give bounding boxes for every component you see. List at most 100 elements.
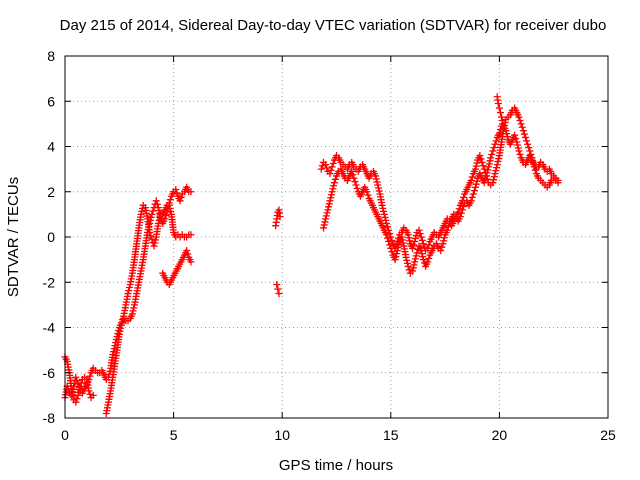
data-point xyxy=(424,258,432,266)
trace-marker xyxy=(320,221,328,229)
data-point xyxy=(472,183,480,191)
data-point xyxy=(161,215,169,223)
y-tick-label: -8 xyxy=(43,410,56,426)
trace-marker xyxy=(173,189,181,197)
data-point xyxy=(469,190,477,198)
x-tick-label: 25 xyxy=(600,427,616,443)
data-point xyxy=(89,391,97,399)
trace-marker xyxy=(394,244,402,252)
data-point xyxy=(411,258,419,266)
trace-marker xyxy=(470,187,478,195)
data-point xyxy=(393,247,401,255)
trace-marker xyxy=(523,137,531,145)
trace-marker xyxy=(410,241,418,249)
trace-marker xyxy=(392,253,400,261)
data-point xyxy=(493,161,501,169)
trace-marker xyxy=(494,158,502,166)
trace-marker xyxy=(184,250,192,258)
trace-marker xyxy=(321,218,329,226)
trace-marker xyxy=(73,377,81,385)
trace-marker xyxy=(412,231,420,239)
trace-marker xyxy=(386,241,394,249)
data-point xyxy=(491,170,499,178)
trace-marker xyxy=(518,123,526,131)
data-point xyxy=(144,228,152,236)
data-point xyxy=(163,208,171,216)
trace-marker xyxy=(327,194,335,202)
trace-marker xyxy=(496,126,504,134)
data-point xyxy=(72,373,80,381)
trace-marker xyxy=(145,222,153,230)
trace-marker xyxy=(486,157,494,165)
y-tick-label: -4 xyxy=(43,320,56,336)
y-tick-label: 6 xyxy=(47,93,55,109)
data-point xyxy=(378,201,386,209)
trace-marker xyxy=(473,159,481,167)
trace-marker xyxy=(167,207,175,215)
x-tick-label: 10 xyxy=(274,427,290,443)
trace-marker xyxy=(477,155,485,163)
trace-marker xyxy=(117,324,125,332)
data-point xyxy=(476,152,484,160)
trace-marker xyxy=(438,243,446,251)
data-point xyxy=(443,226,451,234)
data-point xyxy=(363,188,371,196)
data-point xyxy=(495,129,503,137)
trace-marker xyxy=(516,116,524,124)
trace-marker xyxy=(86,372,94,380)
data-point xyxy=(150,242,158,250)
trace-marker xyxy=(472,162,480,170)
data-point xyxy=(519,127,527,135)
data-point xyxy=(172,185,180,193)
chart-title: Day 215 of 2014, Sidereal Day-to-day VTE… xyxy=(60,17,607,34)
data-point xyxy=(124,290,132,298)
trace-marker xyxy=(520,130,528,138)
data-point xyxy=(458,206,466,214)
trace-marker xyxy=(177,193,185,201)
data-point xyxy=(515,147,523,155)
data-point xyxy=(437,247,445,255)
trace-marker xyxy=(460,193,468,201)
trace-marker xyxy=(398,236,406,244)
trace-marker xyxy=(375,187,383,195)
trace-marker xyxy=(395,241,403,249)
trace-marker xyxy=(162,212,170,220)
data-point xyxy=(487,154,495,162)
trace-marker xyxy=(490,176,498,184)
trace-marker xyxy=(484,166,492,174)
data-point xyxy=(467,197,475,205)
data-point xyxy=(402,253,410,261)
trace-marker xyxy=(490,173,498,181)
trace-marker xyxy=(323,209,331,217)
trace-marker xyxy=(152,236,159,244)
x-tick-label: 5 xyxy=(170,427,178,443)
trace-marker xyxy=(488,150,496,158)
x-tick-label: 20 xyxy=(492,427,508,443)
data-point xyxy=(524,140,532,148)
ticks-layer: 0 5 10 15 20 25 -8 -6 -4 -2 0 2 4 6 8 xyxy=(43,48,616,443)
trace-marker xyxy=(495,155,503,163)
trace-marker xyxy=(473,177,481,185)
data-point xyxy=(328,188,336,196)
trace-marker xyxy=(410,261,418,269)
trace-marker xyxy=(416,230,424,238)
data-point xyxy=(319,224,327,232)
trace-marker xyxy=(493,164,501,172)
trace-marker xyxy=(420,243,428,251)
trace-marker xyxy=(485,160,493,168)
data-point xyxy=(146,219,154,227)
data-point xyxy=(183,247,191,255)
trace-marker xyxy=(364,191,372,199)
trace-marker xyxy=(455,205,463,213)
data-point xyxy=(324,206,332,214)
trace-marker xyxy=(406,237,414,245)
data-point xyxy=(419,240,427,248)
trace-marker xyxy=(125,284,133,292)
data-point xyxy=(72,398,80,406)
data-point xyxy=(372,172,380,180)
trace-marker xyxy=(411,255,419,263)
trace-marker xyxy=(75,388,83,396)
data-point xyxy=(521,133,529,141)
trace-marker xyxy=(419,253,427,261)
